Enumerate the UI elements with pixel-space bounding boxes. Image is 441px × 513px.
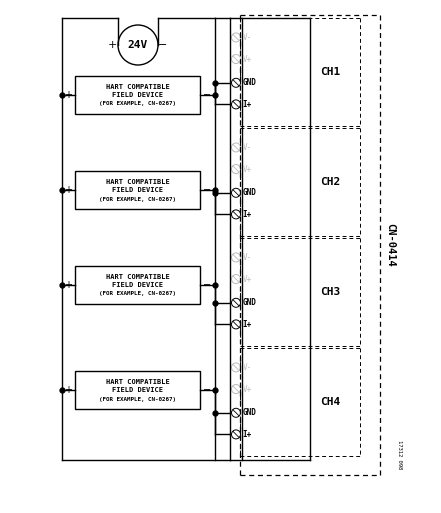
Bar — [75, 266, 200, 304]
Text: −: − — [203, 90, 211, 100]
Bar — [75, 76, 200, 114]
Text: I+: I+ — [243, 430, 252, 439]
Text: CH1: CH1 — [320, 67, 340, 77]
Text: CH4: CH4 — [320, 397, 340, 407]
Text: GND: GND — [243, 188, 256, 198]
Text: CN-0414: CN-0414 — [385, 223, 395, 267]
Text: V-: V- — [243, 143, 252, 152]
Text: V-: V- — [243, 253, 252, 262]
Text: V+: V+ — [243, 54, 252, 64]
Bar — [75, 171, 200, 209]
Text: HART COMPATIBLE: HART COMPATIBLE — [106, 379, 169, 385]
Text: CH3: CH3 — [320, 287, 340, 297]
Bar — [75, 371, 200, 409]
Text: V+: V+ — [243, 165, 252, 173]
Text: 24V: 24V — [128, 40, 148, 50]
Text: GND: GND — [243, 78, 256, 87]
Text: V-: V- — [243, 363, 252, 372]
Text: HART COMPATIBLE: HART COMPATIBLE — [106, 274, 169, 280]
Text: (FOR EXAMPLE, CN-0267): (FOR EXAMPLE, CN-0267) — [99, 102, 176, 107]
Text: (FOR EXAMPLE, CN-0267): (FOR EXAMPLE, CN-0267) — [99, 397, 176, 402]
Text: −: − — [158, 40, 168, 50]
Text: GND: GND — [243, 298, 256, 307]
Text: (FOR EXAMPLE, CN-0267): (FOR EXAMPLE, CN-0267) — [99, 196, 176, 202]
Text: V+: V+ — [243, 385, 252, 393]
Text: −: − — [203, 185, 211, 195]
Text: −: − — [203, 385, 211, 395]
Text: FIELD DEVICE: FIELD DEVICE — [112, 92, 163, 98]
Text: FIELD DEVICE: FIELD DEVICE — [112, 387, 163, 393]
Text: I+: I+ — [243, 320, 252, 329]
Text: +: + — [64, 90, 72, 100]
Text: FIELD DEVICE: FIELD DEVICE — [112, 187, 163, 193]
Text: I+: I+ — [243, 210, 252, 219]
Text: +: + — [107, 40, 117, 50]
Text: (FOR EXAMPLE, CN-0267): (FOR EXAMPLE, CN-0267) — [99, 291, 176, 297]
Text: 17312 098: 17312 098 — [397, 440, 403, 469]
Text: I+: I+ — [243, 100, 252, 109]
Text: +: + — [64, 385, 72, 395]
Text: +: + — [64, 280, 72, 290]
Text: −: − — [203, 280, 211, 290]
Text: FIELD DEVICE: FIELD DEVICE — [112, 282, 163, 288]
Text: HART COMPATIBLE: HART COMPATIBLE — [106, 84, 169, 90]
Text: GND: GND — [243, 408, 256, 417]
Text: HART COMPATIBLE: HART COMPATIBLE — [106, 179, 169, 185]
Text: +: + — [64, 185, 72, 195]
Text: V-: V- — [243, 33, 252, 42]
Text: V+: V+ — [243, 274, 252, 284]
Text: CH2: CH2 — [320, 177, 340, 187]
